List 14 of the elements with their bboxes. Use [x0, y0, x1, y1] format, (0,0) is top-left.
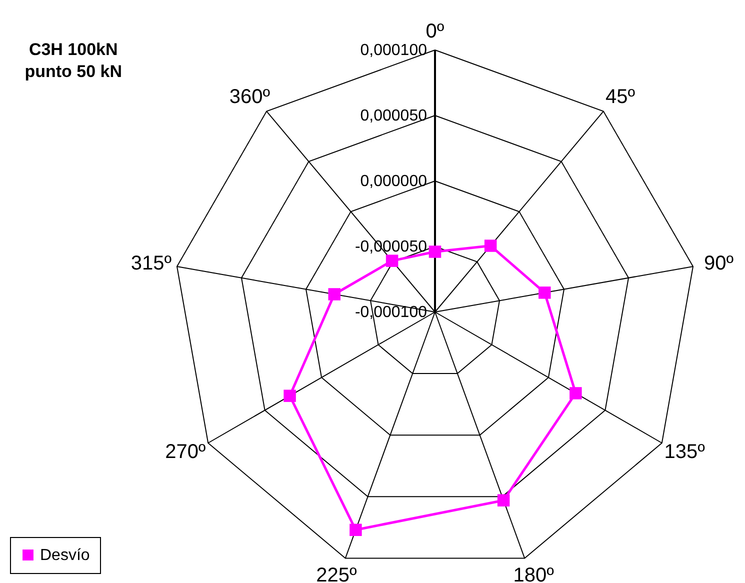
spoke-label: 0º	[426, 20, 445, 43]
spoke-label: 225º	[316, 564, 358, 583]
spoke-label: 315º	[130, 252, 172, 274]
spoke-label: 270º	[165, 441, 206, 464]
y-tick-label: 0,000000	[360, 173, 428, 190]
legend-label: Desvío	[40, 547, 90, 564]
spoke-label: 45º	[605, 86, 636, 108]
spoke-label: 360º	[229, 86, 271, 108]
y-tick-label: 0,000050	[360, 108, 428, 124]
spoke-label: 135º	[664, 441, 706, 464]
y-tick-label: 0,000100	[360, 42, 428, 59]
text: C3H 100kN punto 50 kN	[24, 40, 122, 81]
spoke-label: 180º	[513, 564, 555, 583]
spoke-label: 90º	[704, 252, 734, 274]
